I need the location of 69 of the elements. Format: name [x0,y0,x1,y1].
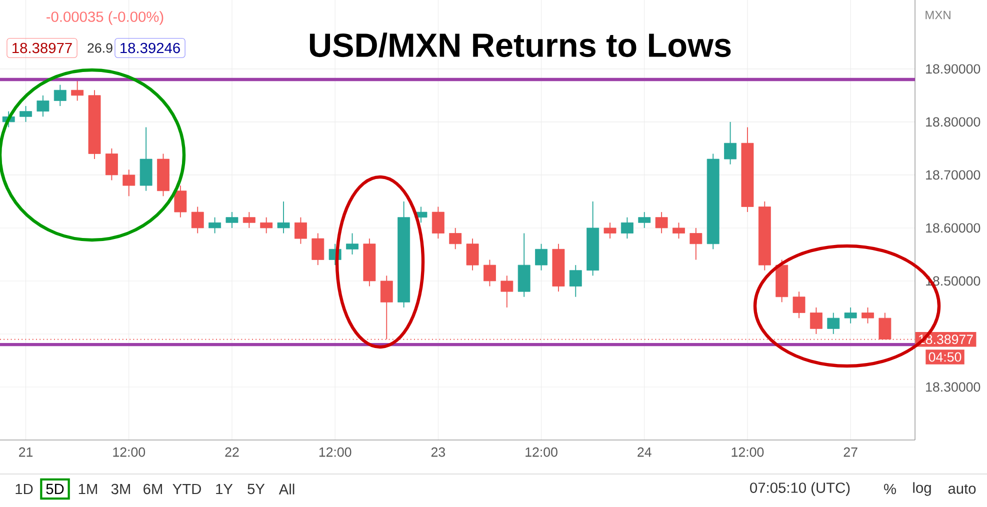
candlestick [672,222,685,240]
text: MXN [926,10,950,20]
candlestick [432,206,444,240]
text: 07:05:10 (UTC) [750,482,850,496]
candlestick [260,216,273,234]
text: YTD [172,484,201,494]
text: log [913,482,931,496]
y-tick-label: 18.70000 [926,170,980,180]
text: 3M [111,484,130,494]
annotation: 18.39246 [120,42,180,54]
x-tick-label: 24 [638,447,652,457]
candlestick [449,227,462,250]
candlestick [535,243,548,271]
candlestick [484,259,496,287]
candlestick [724,121,737,165]
candlestick [20,106,32,122]
candlestick [346,232,358,255]
text: 04:50 [928,352,962,362]
candlestick [208,216,222,234]
x-tick-label: 22 [225,447,239,457]
candlestick [655,212,668,234]
candlestick [312,232,324,266]
x-tick-label: 23 [431,447,446,457]
text: 1Y [216,484,233,494]
candlestick [54,84,66,106]
text: USD/MXN Returns to Lows [310,32,731,58]
text: 6M [144,484,162,494]
candlestick [604,222,616,240]
candlestick [71,79,84,102]
x-tick-label: 12:00 [319,447,352,457]
candlestick [105,148,118,181]
candlestick [862,307,874,324]
text: auto [948,484,976,494]
x-tick-label: 12:00 [113,447,146,457]
candlestick [36,94,50,118]
y-tick-label: 18.30000 [926,382,980,392]
candlestick [690,227,702,260]
y-tick-label: 18.60000 [926,223,980,233]
annotation: 26.9 [88,43,112,53]
candlestick [620,216,634,240]
text: 1D [16,484,33,494]
text: All [278,484,294,494]
candlestick [844,307,857,324]
x-tick-label: 21 [19,447,33,457]
candlestick [294,216,307,244]
text: 5D [46,484,64,494]
x-tick-label: 27 [844,447,858,457]
text: 5Y [248,484,265,494]
text: 1M [78,484,97,494]
candlestick [827,312,840,334]
candlestick [242,212,256,228]
candlestick [277,200,290,234]
candlestick [810,307,822,334]
candlestick [174,185,187,218]
candlestick [191,206,204,234]
candlestick [500,275,514,308]
x-tick-label: 12:00 [526,447,558,457]
x-tick-label: 12:00 [732,447,764,457]
y-tick-label: 18.90000 [926,64,980,74]
annotation: 18.38977 [12,42,72,54]
y-tick-label: 18.80000 [926,117,980,127]
text: % [884,484,896,494]
candlestick [466,238,479,271]
candlestick [226,212,238,228]
candlestick [792,291,806,319]
candlestick [569,264,582,298]
candlestick [122,169,136,197]
annotation: -0.00035 (-0.00%) [46,11,164,25]
candlestick [638,212,651,228]
